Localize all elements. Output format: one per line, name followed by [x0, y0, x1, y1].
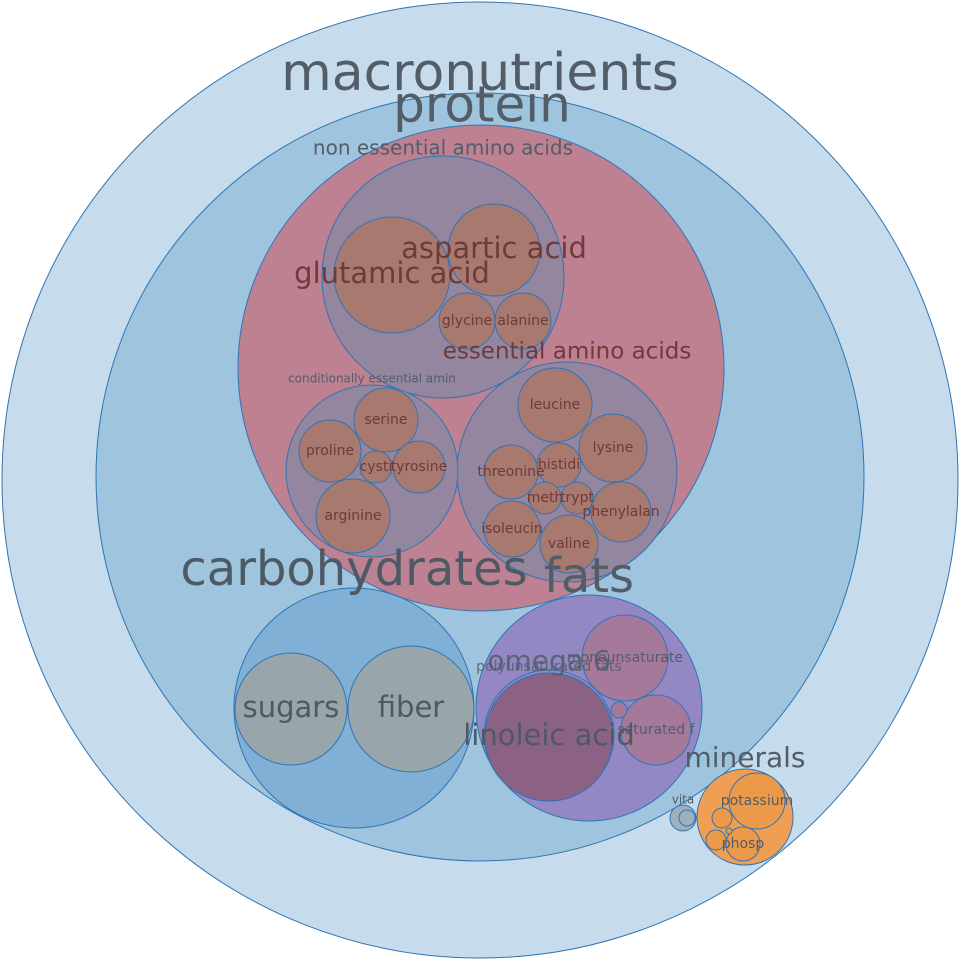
- bubble-vitamin-leaf[interactable]: [678, 809, 696, 827]
- bubble-glutamic-acid[interactable]: [333, 216, 451, 334]
- label-lysine: lysine: [593, 440, 634, 456]
- bubble-alanine[interactable]: [494, 292, 552, 350]
- bubble-phosphorus[interactable]: [725, 826, 761, 862]
- label-polyunsaturated-fats: polyunsaturated fats: [476, 659, 622, 675]
- bubble-fiber[interactable]: [347, 645, 475, 773]
- label-conditionally-essential-amino-acids: conditionally essential amin: [288, 372, 456, 386]
- bubble-histidine[interactable]: [536, 442, 582, 488]
- bubble-monounsaturated-fats[interactable]: [581, 614, 669, 702]
- label-glycine: glycine: [442, 313, 492, 329]
- bubble-magnesium[interactable]: [705, 829, 727, 851]
- label-threonine: threonine: [477, 464, 544, 480]
- label-alanine: alanine: [497, 313, 548, 329]
- label-macronutrients: macronutrients: [281, 43, 679, 103]
- bubble-iron[interactable]: [725, 827, 733, 835]
- bubble-saturated-fats[interactable]: [620, 694, 692, 766]
- bubble-phenylalanine[interactable]: [590, 481, 652, 543]
- label-tryptophan: trypt: [560, 490, 594, 506]
- label-arginine: arginine: [324, 508, 381, 524]
- bubble-lysine[interactable]: [578, 413, 648, 483]
- label-fats: fats: [544, 548, 634, 604]
- bubble-arginine[interactable]: [315, 478, 391, 554]
- bubble-potassium[interactable]: [728, 772, 786, 830]
- label-monounsaturated-fats: monounsaturate: [567, 650, 683, 666]
- bubble-omega-3[interactable]: [610, 701, 628, 719]
- label-valine: valine: [548, 536, 590, 552]
- label-omega-6: omega 6: [487, 644, 610, 677]
- bubble-tyrosine[interactable]: [392, 440, 446, 494]
- label-linoleic-acid: linoleic acid: [463, 718, 635, 752]
- label-non-essential-amino-acids: non essential amino acids: [313, 136, 573, 160]
- bubble-valine[interactable]: [539, 514, 599, 574]
- label-protein: protein: [393, 76, 571, 134]
- bubble-sugars[interactable]: [234, 652, 348, 766]
- bubble-leucine[interactable]: [517, 367, 593, 443]
- label-potassium: potassium: [721, 793, 794, 809]
- bubble-serine[interactable]: [353, 387, 419, 453]
- label-phenylalanine: phenylalan: [582, 504, 659, 520]
- bubble-calcium[interactable]: [711, 807, 733, 829]
- label-carbohydrates: carbohydrates: [180, 541, 527, 597]
- label-proline: proline: [306, 443, 354, 459]
- label-cystine: cysti: [360, 459, 393, 475]
- bubble-cystine[interactable]: [359, 450, 393, 484]
- label-sugars: sugars: [243, 690, 340, 724]
- bubble-proline[interactable]: [298, 419, 362, 483]
- label-aspartic-acid: aspartic acid: [401, 231, 587, 265]
- label-minerals: minerals: [684, 741, 805, 774]
- label-isoleucine: isoleucin: [481, 521, 543, 537]
- label-leucine: leucine: [530, 397, 580, 413]
- bubble-isoleucine[interactable]: [483, 500, 541, 558]
- label-tyrosine: tyrosine: [391, 459, 447, 475]
- label-phosphorus: phosp: [722, 836, 765, 852]
- label-essential-amino-acids: essential amino acids: [443, 339, 692, 365]
- label-serine: serine: [364, 412, 407, 428]
- bubble-tryptophan[interactable]: [560, 481, 594, 515]
- label-glutamic-acid: glutamic acid: [294, 256, 490, 290]
- bubble-aspartic-acid[interactable]: [447, 203, 541, 297]
- label-histidine: histidi: [538, 457, 580, 473]
- bubble-linoleic-acid[interactable]: [484, 672, 614, 802]
- label-methionine: meth: [527, 490, 564, 506]
- label-saturated-fats: saturated f: [618, 722, 696, 738]
- label-fiber: fiber: [378, 690, 445, 724]
- label-vitamins: vita: [672, 793, 695, 807]
